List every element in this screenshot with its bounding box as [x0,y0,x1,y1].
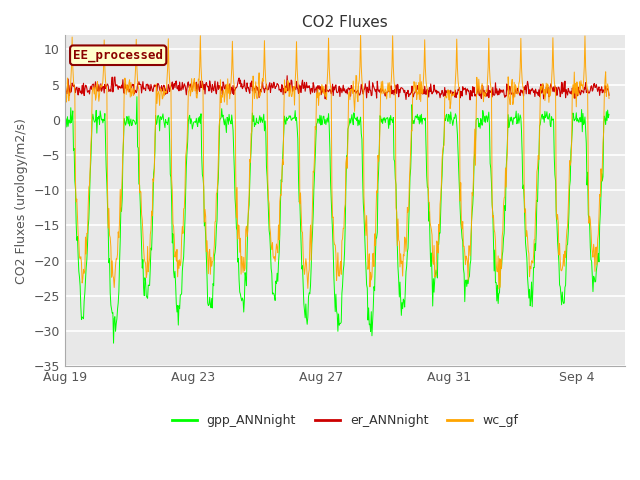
Y-axis label: CO2 Fluxes (urology/m2/s): CO2 Fluxes (urology/m2/s) [15,118,28,284]
gpp_ANNnight [605,111,613,117]
wc_gf [390,64,397,70]
wc_gf [343,154,351,160]
Text: EE_processed: EE_processed [73,48,163,62]
gpp_ANNnight [344,126,352,132]
er_ANNnight [171,85,179,91]
wc_gf [134,84,142,90]
gpp_ANNnight [478,122,486,128]
wc_gf [356,32,364,38]
er_ANNnight [61,96,68,101]
gpp_ANNnight [172,301,180,307]
Legend: gpp_ANNnight, er_ANNnight, wc_gf: gpp_ANNnight, er_ANNnight, wc_gf [166,409,523,432]
er_ANNnight [123,87,131,93]
Line: er_ANNnight: er_ANNnight [65,76,609,100]
er_ANNnight [344,91,351,97]
gpp_ANNnight [136,182,143,188]
wc_gf [477,84,485,90]
er_ANNnight [134,82,142,87]
Line: wc_gf: wc_gf [65,35,609,289]
er_ANNnight [467,97,474,103]
gpp_ANNnight [390,156,398,162]
gpp_ANNnight [109,340,117,346]
wc_gf [61,80,68,86]
gpp_ANNnight [133,94,141,99]
wc_gf [123,82,131,88]
gpp_ANNnight [61,115,68,120]
wc_gf [605,96,613,101]
gpp_ANNnight [124,116,131,121]
er_ANNnight [284,73,291,79]
wc_gf [495,286,502,292]
wc_gf [171,254,179,260]
Line: gpp_ANNnight: gpp_ANNnight [65,96,609,343]
Title: CO2 Fluxes: CO2 Fluxes [302,15,388,30]
er_ANNnight [390,87,397,93]
er_ANNnight [605,92,613,98]
er_ANNnight [478,83,486,88]
